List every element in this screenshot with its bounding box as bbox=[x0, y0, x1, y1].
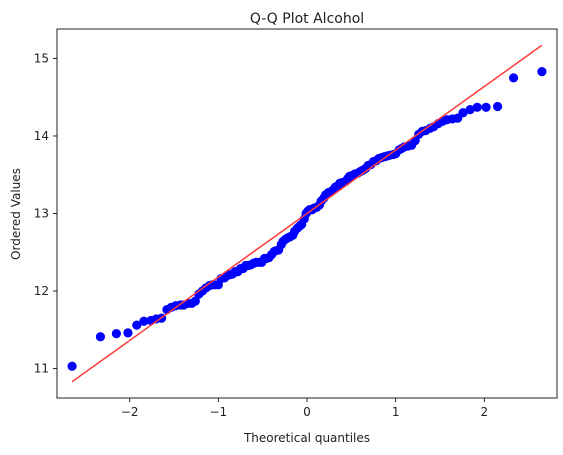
chart-title: Q-Q Plot Alcohol bbox=[250, 11, 364, 27]
data-point bbox=[493, 101, 503, 112]
data-point bbox=[123, 328, 133, 338]
y-axis-label: Ordered Values bbox=[9, 168, 23, 260]
x-tick-label: −2 bbox=[121, 405, 139, 419]
data-point bbox=[111, 329, 121, 339]
y-tick-label: 12 bbox=[34, 284, 49, 298]
y-tick-label: 14 bbox=[34, 129, 49, 143]
y-tick-label: 15 bbox=[34, 51, 49, 65]
x-tick-label: −1 bbox=[209, 405, 227, 419]
data-point bbox=[458, 108, 468, 118]
x-tick-label: 2 bbox=[480, 405, 488, 419]
fit-line bbox=[71, 44, 543, 383]
data-point bbox=[190, 296, 200, 306]
x-axis-label: Theoretical quantiles bbox=[243, 431, 370, 445]
data-point bbox=[472, 102, 482, 112]
x-tick-label: 0 bbox=[303, 405, 311, 419]
data-point bbox=[67, 361, 77, 371]
y-axis-ticks: 11 12 13 14 15 bbox=[34, 51, 57, 376]
data-point bbox=[465, 105, 475, 115]
data-point bbox=[139, 316, 149, 326]
data-point bbox=[132, 320, 142, 330]
y-tick-label: 13 bbox=[34, 207, 49, 221]
y-tick-label: 11 bbox=[34, 362, 49, 376]
data-point bbox=[95, 332, 106, 342]
data-point bbox=[508, 73, 519, 83]
data-point bbox=[537, 67, 547, 77]
x-tick-label: 1 bbox=[392, 405, 400, 419]
data-point bbox=[481, 102, 491, 112]
x-axis-ticks: −2 −1 0 1 2 bbox=[121, 398, 488, 419]
